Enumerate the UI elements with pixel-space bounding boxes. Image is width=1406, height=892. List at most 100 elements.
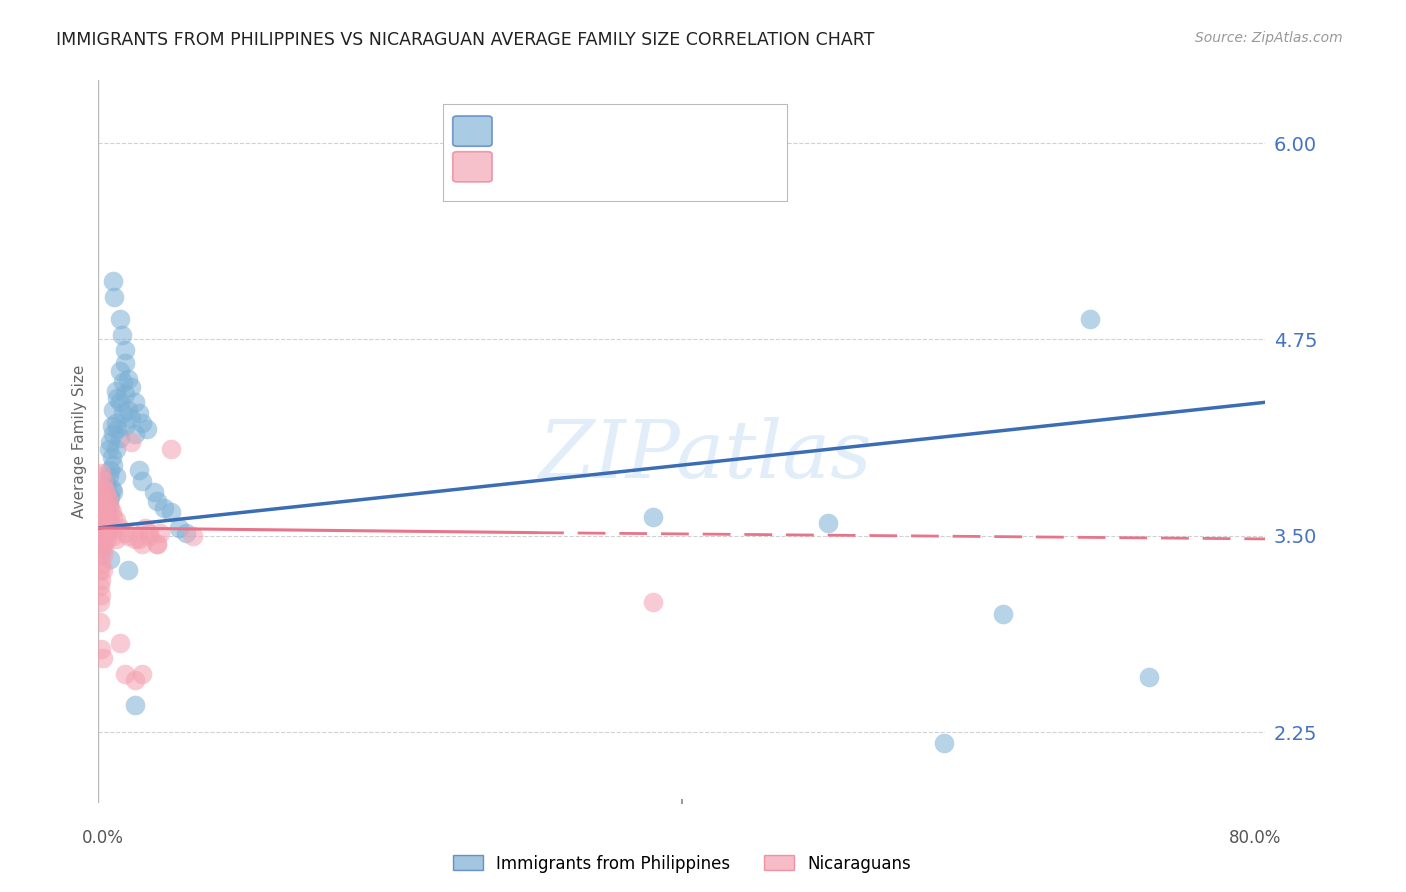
Point [96,525,118,540]
Point [112,375,135,389]
Point [104,469,127,483]
Point [120,411,142,425]
Point [114,387,136,401]
Point [91,513,114,527]
Point [97,516,120,531]
Point [89,490,111,504]
Point [100,505,122,519]
Point [89,529,111,543]
Point [96,505,118,519]
Point [100,418,122,433]
Point [89,579,111,593]
Point [128,463,150,477]
Point [131,416,153,430]
Point [934,736,956,750]
Point [117,563,139,577]
Point [146,536,169,550]
Point [128,532,150,546]
Point [104,384,127,399]
Point [114,356,136,370]
Point [124,532,146,546]
Point [89,563,111,577]
Point [96,510,118,524]
Point [124,673,146,688]
Point [1080,312,1102,326]
Point [110,521,132,535]
Point [93,490,115,504]
Text: ZIPatlas: ZIPatlas [538,417,872,495]
Point [96,478,118,492]
Point [104,442,127,457]
Point [100,482,122,496]
Text: 0.0%: 0.0% [82,829,124,847]
Point [114,418,136,433]
Point [124,395,146,409]
Text: 80.0%: 80.0% [1229,829,1282,847]
Point [110,635,132,649]
Point [104,513,127,527]
Point [110,395,132,409]
Point [146,494,169,508]
Point [97,494,120,508]
Text: IMMIGRANTS FROM PHILIPPINES VS NICARAGUAN AVERAGE FAMILY SIZE CORRELATION CHART: IMMIGRANTS FROM PHILIPPINES VS NICARAGUA… [56,31,875,49]
Point [114,343,136,358]
Text: Source: ZipAtlas.com: Source: ZipAtlas.com [1195,31,1343,45]
Point [90,466,112,480]
Point [94,505,117,519]
Point [117,529,139,543]
Point [111,327,134,342]
Point [101,529,124,543]
Text: N = 64: N = 64 [617,123,685,141]
Point [103,290,125,304]
Point [91,474,114,488]
Point [90,505,112,519]
Point [101,484,124,499]
Point [641,510,664,524]
Point [101,510,124,524]
Point [105,422,128,436]
Point [120,434,142,449]
Point [104,416,127,430]
Point [97,442,120,457]
Point [89,510,111,524]
Point [98,434,121,449]
Point [98,552,121,566]
Point [135,422,157,436]
Point [91,494,114,508]
Point [110,431,132,445]
Point [91,532,114,546]
Point [112,406,135,420]
Point [817,516,839,531]
Point [89,595,111,609]
Point [142,484,165,499]
Point [174,525,197,540]
Point [89,615,111,630]
Point [91,651,114,665]
Point [93,500,115,515]
Point [131,667,153,681]
Point [134,521,156,535]
Text: 0.201: 0.201 [544,123,600,141]
Point [97,469,120,483]
Point [181,529,204,543]
Point [117,403,139,417]
Point [98,463,121,477]
Point [110,364,132,378]
Point [90,510,112,524]
Point [153,500,176,515]
Point [131,474,153,488]
Point [160,505,183,519]
Point [91,521,114,535]
Point [100,450,122,465]
Point [101,274,124,288]
Text: N = 70: N = 70 [617,159,685,177]
Point [89,469,111,483]
Point [1137,670,1160,684]
Point [138,525,160,540]
Point [124,698,146,713]
Point [96,532,118,546]
Point [131,536,153,550]
Point [128,406,150,420]
Text: R =: R = [502,159,533,177]
Point [117,372,139,386]
